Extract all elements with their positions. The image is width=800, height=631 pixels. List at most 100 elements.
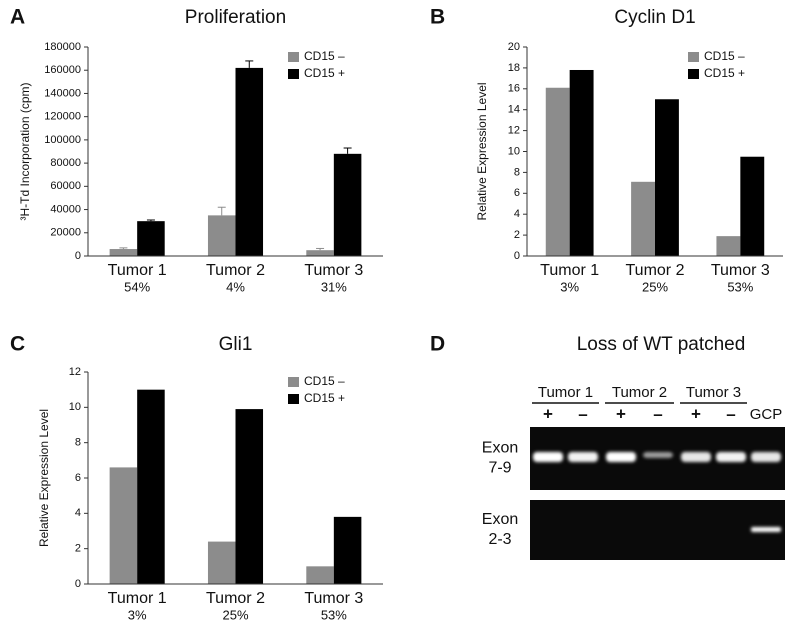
lane-sign: + xyxy=(616,404,626,423)
legend-swatch xyxy=(288,377,299,387)
bar xyxy=(109,249,138,256)
y-tick-label: 12 xyxy=(69,366,81,378)
x-tick-label: Tumor 2 xyxy=(626,262,685,279)
error-bar xyxy=(217,206,226,216)
y-tick-label: 0 xyxy=(75,250,81,262)
row-label: Exon xyxy=(482,440,518,457)
y-tick-label: 4 xyxy=(514,208,520,220)
x-tick-label: Tumor 1 xyxy=(108,262,167,279)
y-tick-label: 2 xyxy=(75,543,81,555)
y-tick-label: 0 xyxy=(514,250,520,262)
error-bar xyxy=(316,247,325,251)
legend-label: CD15 + xyxy=(704,66,745,80)
y-tick-label: 140000 xyxy=(44,87,81,99)
bar xyxy=(137,221,165,256)
lane-sign: – xyxy=(578,404,587,423)
bar xyxy=(235,409,264,584)
bar xyxy=(631,181,655,256)
panel-letter: A xyxy=(10,6,25,29)
gel-band xyxy=(533,452,563,462)
gel-image xyxy=(530,500,785,560)
x-tick-label: Tumor 2 xyxy=(206,262,265,279)
error-bar xyxy=(245,60,254,68)
bar xyxy=(655,99,679,256)
legend-swatch xyxy=(688,52,699,62)
legend-swatch xyxy=(688,69,699,79)
x-tick-sublabel: 31% xyxy=(321,279,347,294)
lane-sign: – xyxy=(726,404,735,423)
gel-band xyxy=(643,452,673,458)
x-tick-label: Tumor 3 xyxy=(304,262,363,279)
y-tick-label: 14 xyxy=(508,104,520,116)
row-label: Exon xyxy=(482,511,518,528)
y-tick-label: 120000 xyxy=(44,111,81,123)
chart-title: Cyclin D1 xyxy=(614,7,695,28)
panel-letter: D xyxy=(430,333,445,356)
y-tick-label: 40000 xyxy=(50,203,81,215)
lane-sign: + xyxy=(691,404,701,423)
x-tick-label: Tumor 1 xyxy=(540,262,599,279)
legend-label: CD15 – xyxy=(304,49,345,63)
y-axis-label: Relative Expression Level xyxy=(475,82,489,220)
x-tick-sublabel: 53% xyxy=(727,279,753,294)
gel-band xyxy=(716,452,746,462)
bar xyxy=(306,566,334,584)
x-tick-sublabel: 25% xyxy=(222,607,248,622)
y-tick-label: 2 xyxy=(514,229,520,241)
bar xyxy=(716,236,741,256)
legend-swatch xyxy=(288,394,299,404)
y-tick-label: 160000 xyxy=(44,64,81,76)
bar xyxy=(545,87,570,256)
legend-label: CD15 – xyxy=(704,49,745,63)
legend-label: CD15 – xyxy=(304,374,345,388)
legend-swatch xyxy=(288,69,299,79)
y-tick-label: 6 xyxy=(75,472,81,484)
legend-label: CD15 + xyxy=(304,391,345,405)
x-tick-label: Tumor 3 xyxy=(711,262,770,279)
lane-sign: + xyxy=(543,404,553,423)
y-tick-label: 4 xyxy=(75,507,81,519)
error-bar xyxy=(343,147,352,154)
row-label: 2-3 xyxy=(488,531,511,548)
y-tick-label: 10 xyxy=(508,145,520,157)
lane-group-label: Tumor 1 xyxy=(538,384,593,401)
gel-title: Loss of WT patched xyxy=(577,334,746,355)
y-tick-label: 8 xyxy=(514,166,520,178)
y-tick-label: 10 xyxy=(69,401,81,413)
x-tick-sublabel: 25% xyxy=(642,279,668,294)
legend-label: CD15 + xyxy=(304,66,345,80)
bar xyxy=(235,67,264,257)
gel-band xyxy=(751,452,781,462)
y-tick-label: 60000 xyxy=(50,180,81,192)
bar xyxy=(306,250,334,256)
x-tick-label: Tumor 1 xyxy=(108,590,167,607)
y-tick-label: 20 xyxy=(508,41,520,53)
x-tick-sublabel: 54% xyxy=(124,279,150,294)
y-tick-label: 16 xyxy=(508,83,520,95)
y-axis-label: Relative Expression Level xyxy=(37,409,51,547)
gel-band xyxy=(606,452,636,462)
error-bar xyxy=(146,219,155,222)
panel-letter: C xyxy=(10,333,25,356)
lane-group-label: Tumor 2 xyxy=(612,384,667,401)
x-tick-sublabel: 3% xyxy=(128,607,147,622)
x-tick-sublabel: 4% xyxy=(226,279,245,294)
gel-band xyxy=(681,452,711,462)
y-tick-label: 100000 xyxy=(44,134,81,146)
lane-group-label: Tumor 3 xyxy=(686,384,741,401)
x-tick-label: Tumor 2 xyxy=(206,590,265,607)
y-tick-label: 20000 xyxy=(50,227,81,239)
gel-band xyxy=(751,527,781,532)
bar xyxy=(569,69,594,257)
row-label: 7-9 xyxy=(488,460,511,477)
lane-sign: – xyxy=(653,404,662,423)
y-tick-label: 6 xyxy=(514,187,520,199)
y-tick-label: 0 xyxy=(75,578,81,590)
bar xyxy=(207,541,236,584)
x-tick-sublabel: 3% xyxy=(560,279,579,294)
bar xyxy=(207,215,236,256)
gel-band xyxy=(568,452,598,462)
chart-title: Gli1 xyxy=(219,334,253,355)
legend-swatch xyxy=(288,52,299,62)
